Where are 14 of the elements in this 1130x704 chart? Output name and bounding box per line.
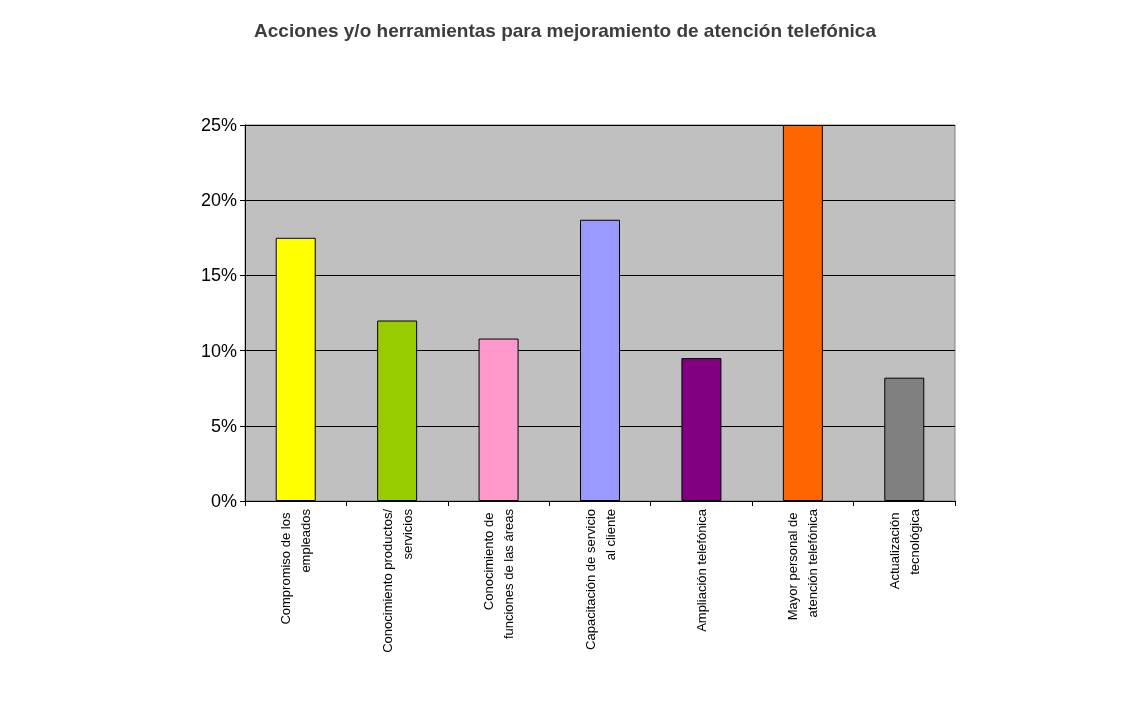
x-tick-label: Ampliación telefónica: [693, 508, 709, 632]
x-tick-label: Compromiso de los empleados: [278, 508, 314, 625]
y-tick-label: 25%: [200, 115, 237, 135]
x-tick-label: Conocimiento productos/servicios: [379, 508, 415, 653]
x-tick-label: Conocimiento de funciones de las áreas: [481, 508, 517, 640]
x-tick-label: Mayor personal de atención telefónica: [785, 508, 821, 621]
chart-title: Acciones y/o herramientas para mejoramiento de atención telefónica: [254, 19, 877, 41]
y-tick-label: 20%: [200, 190, 237, 211]
y-tick-label: 10%: [200, 340, 237, 361]
x-tick-label: Capacitación de servicio al cliente: [582, 509, 618, 650]
x-tick-label: Actualización tecnológica: [886, 508, 922, 590]
y-tick-label: 15%: [200, 265, 237, 286]
y-tick-label: 0%: [210, 491, 237, 511]
y-tick-label: 5%: [210, 415, 237, 436]
